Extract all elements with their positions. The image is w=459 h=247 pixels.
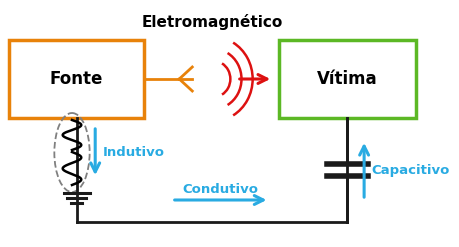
Text: Vítima: Vítima (317, 70, 378, 88)
Text: Eletromagnético: Eletromagnético (142, 14, 283, 30)
Text: Indutivo: Indutivo (103, 145, 165, 159)
Text: Fonte: Fonte (50, 70, 103, 88)
Text: Condutivo: Condutivo (183, 183, 258, 196)
Text: Capacitivo: Capacitivo (371, 164, 450, 177)
Bar (9, 40, 144, 118)
Bar (279, 40, 416, 118)
